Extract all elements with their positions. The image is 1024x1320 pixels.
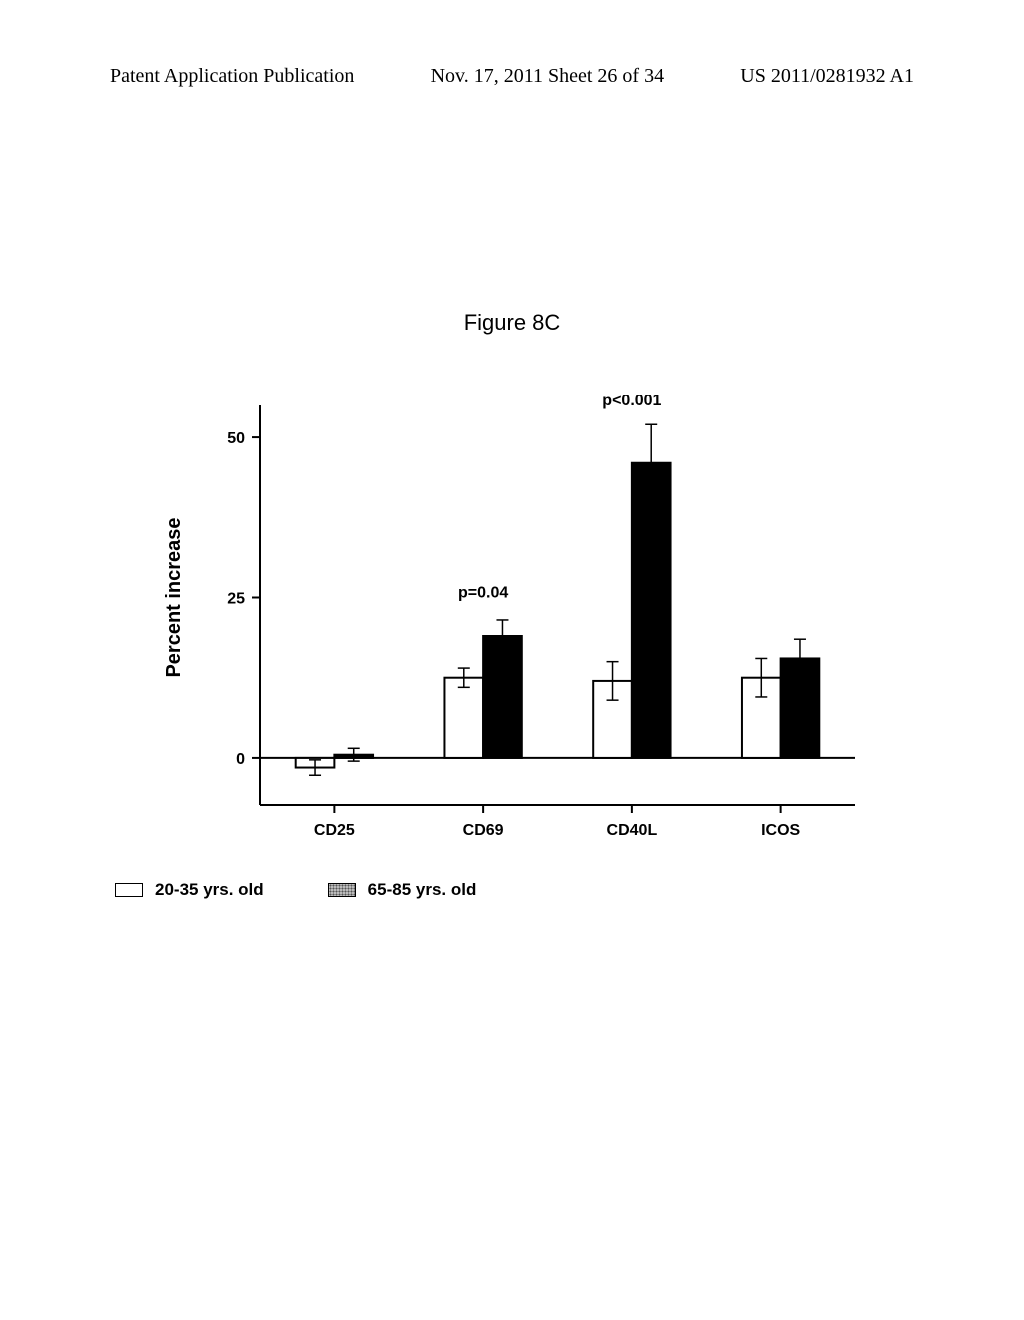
page-header: Patent Application Publication Nov. 17, … (0, 65, 1024, 88)
svg-text:50: 50 (227, 430, 245, 447)
chart-svg: 0 25 50 Percent increase CD25 CD69 CD40L ICOS p=… (155, 395, 875, 860)
svg-text:ICOS: ICOS (761, 822, 800, 839)
svg-text:CD40L: CD40L (607, 822, 658, 839)
svg-text:CD69: CD69 (463, 822, 504, 839)
legend-label-old: 65-85 yrs. old (368, 880, 477, 900)
svg-text:CD25: CD25 (314, 822, 355, 839)
header-right: US 2011/0281932 A1 (740, 65, 914, 88)
svg-text:0: 0 (236, 751, 245, 768)
legend-swatch-old (328, 883, 356, 897)
svg-text:p=0.04: p=0.04 (458, 585, 508, 602)
svg-text:25: 25 (227, 591, 245, 608)
svg-text:p<0.001: p<0.001 (602, 395, 661, 409)
svg-text:Percent increase: Percent increase (163, 517, 185, 677)
legend-swatch-young (115, 883, 143, 897)
legend-label-young: 20-35 yrs. old (155, 880, 264, 900)
figure-title: Figure 8C (0, 310, 1024, 336)
bar-chart: 0 25 50 Percent increase CD25 CD69 CD40L ICOS p=… (155, 395, 875, 860)
header-center: Nov. 17, 2011 Sheet 26 of 34 (431, 65, 665, 88)
legend: 20-35 yrs. old 65-85 yrs. old (115, 880, 476, 900)
header-left: Patent Application Publication (110, 65, 354, 88)
